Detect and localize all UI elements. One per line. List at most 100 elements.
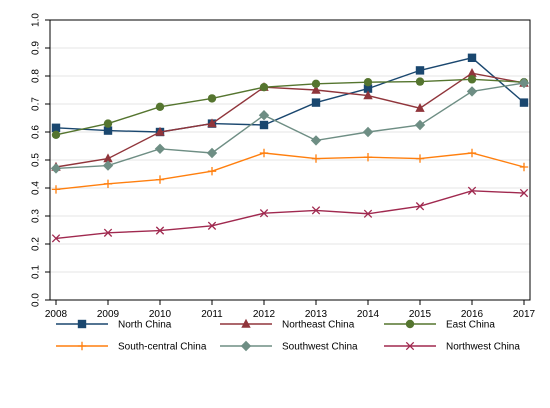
- data-point-south-central-china: [519, 162, 529, 172]
- x-tick-label: 2009: [97, 309, 120, 320]
- x-tick-label: 2017: [513, 309, 536, 320]
- legend-entry-northeast-china: Northeast China: [220, 318, 355, 331]
- y-tick-label: 0.5: [31, 153, 42, 167]
- data-point-northwest-china: [207, 221, 217, 230]
- data-point-southwest-china: [362, 126, 374, 138]
- data-point-northwest-china: [363, 209, 373, 218]
- data-point-east-china: [103, 119, 113, 128]
- legend: North China Northeast China East China Sout…: [56, 318, 520, 353]
- legend-entry-north-china: North China: [56, 320, 172, 331]
- data-point-northwest-china: [259, 209, 269, 218]
- x-tick-label: 2016: [461, 309, 484, 320]
- data-point-northeast-china: [467, 68, 477, 77]
- y-tick-label: 0.1: [31, 265, 42, 279]
- data-point-northeast-china: [363, 90, 373, 100]
- data-point-south-central-china: [103, 179, 113, 188]
- legend-marker: [241, 318, 251, 328]
- series-line-south-central-china: [55, 152, 525, 191]
- data-point-northwest-china: [311, 206, 321, 215]
- data-point-east-china: [467, 75, 477, 84]
- data-point-north-china: [519, 98, 529, 107]
- data-point-southwest-china: [258, 110, 270, 121]
- x-tick-label: 2011: [201, 309, 223, 320]
- data-point-east-china: [311, 79, 321, 89]
- y-tick-label: 0.9: [31, 41, 42, 55]
- y-tick-label: 0.8: [31, 69, 42, 83]
- legend-label: Southwest China: [282, 342, 358, 353]
- legend-label: Northwest China: [446, 342, 520, 353]
- data-point-southwest-china: [466, 86, 478, 97]
- series-line-southwest-china: [55, 82, 525, 170]
- data-point-east-china: [51, 130, 61, 139]
- data-point-south-central-china: [311, 154, 321, 163]
- x-tick-label: 2012: [253, 309, 276, 320]
- data-point-north-china: [311, 98, 321, 107]
- y-tick-label: 0.3: [31, 209, 42, 223]
- x-tick-label: 2008: [45, 309, 68, 320]
- axes: 0.0 0.1 0.2 0.3 0.4 0.5 0.6 0.7 0.8 0.9 1.0 2008 200…: [31, 13, 536, 320]
- legend-label: Northeast China: [282, 320, 355, 331]
- legend-label: East China: [446, 320, 495, 331]
- data-point-north-china: [363, 84, 373, 93]
- legend-marker: [405, 341, 415, 351]
- data-point-south-central-china: [155, 175, 165, 184]
- y-tick-label: 0.7: [31, 97, 42, 111]
- legend-entry-southwest-china: Southwest China: [220, 340, 358, 353]
- series-line-east-china: [55, 78, 525, 136]
- series-east-china: [51, 75, 529, 139]
- series-southwest-china: [50, 77, 530, 174]
- data-point-north-china: [259, 120, 269, 130]
- legend-label: South-central China: [118, 342, 207, 353]
- data-point-south-central-china: [51, 185, 61, 194]
- data-point-north-china: [103, 126, 113, 135]
- series-northwest-china: [51, 186, 529, 243]
- data-point-northwest-china: [51, 234, 61, 243]
- data-point-southwest-china: [518, 77, 530, 89]
- data-point-south-central-china: [207, 167, 217, 176]
- data-point-south-central-china: [467, 148, 477, 158]
- legend-marker: [77, 319, 87, 329]
- series-line-northwest-china: [55, 190, 525, 240]
- series-line-north-china: [55, 57, 525, 133]
- x-tick-label: 2010: [149, 309, 172, 320]
- data-point-southwest-china: [50, 163, 62, 174]
- data-point-southwest-china: [414, 119, 426, 131]
- legend-entry-south-central-china: South-central China: [56, 342, 207, 353]
- data-point-east-china: [207, 94, 217, 103]
- y-tick-label: 1.0: [31, 13, 42, 27]
- series-layer: [50, 53, 530, 243]
- data-point-northeast-china: [155, 126, 165, 136]
- legend-marker: [240, 340, 252, 352]
- data-point-north-china: [467, 53, 477, 62]
- data-point-northwest-china: [155, 226, 165, 235]
- data-point-east-china: [155, 102, 165, 112]
- data-point-east-china: [363, 77, 373, 87]
- data-point-southwest-china: [206, 147, 218, 159]
- data-point-northeast-china: [207, 118, 217, 128]
- data-point-southwest-china: [154, 143, 166, 154]
- y-tick-label: 0.4: [31, 181, 42, 195]
- data-point-northwest-china: [519, 188, 529, 198]
- y-tick-label: 0.6: [31, 125, 42, 139]
- y-tick-label: 0.2: [31, 237, 42, 251]
- data-point-northwest-china: [467, 186, 477, 195]
- x-tick-label: 2013: [305, 309, 328, 320]
- series-south-central-china: [51, 148, 529, 194]
- legend-label: North China: [118, 320, 172, 331]
- legend-entry-northwest-china: Northwest China: [384, 342, 520, 353]
- data-point-northeast-china: [415, 103, 425, 112]
- data-point-east-china: [415, 77, 425, 86]
- series-line-northeast-china: [55, 72, 525, 168]
- data-point-south-central-china: [259, 148, 269, 158]
- legend-entry-east-china: East China: [384, 320, 495, 331]
- legend-marker: [77, 341, 87, 351]
- x-tick-label: 2015: [409, 309, 432, 320]
- data-point-north-china: [51, 123, 61, 132]
- data-point-northwest-china: [415, 202, 425, 211]
- data-point-southwest-china: [310, 135, 322, 146]
- data-point-southwest-china: [102, 160, 114, 171]
- data-point-north-china: [415, 66, 425, 75]
